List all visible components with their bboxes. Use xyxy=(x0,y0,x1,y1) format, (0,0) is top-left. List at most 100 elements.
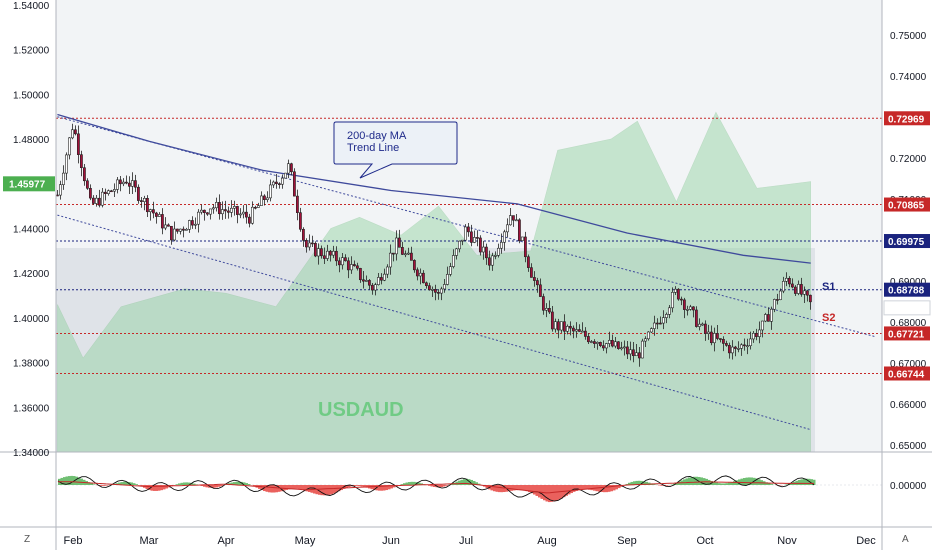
candle-body-23 xyxy=(125,182,127,183)
osc-bar xyxy=(431,485,434,486)
candle-body-201 xyxy=(659,323,661,324)
candle-body-105 xyxy=(371,285,373,290)
candle-body-238 xyxy=(770,309,772,321)
candle-body-100 xyxy=(356,266,358,268)
osc-bar xyxy=(533,485,536,495)
osc-bar xyxy=(311,485,314,493)
osc-bar xyxy=(331,485,334,494)
candle-body-168 xyxy=(560,322,562,330)
candle-body-47 xyxy=(197,212,199,224)
candle-body-202 xyxy=(662,318,664,323)
candle-body-89 xyxy=(323,256,325,259)
x-tick-Apr: Apr xyxy=(217,535,234,547)
candle-body-173 xyxy=(575,330,577,331)
candle-body-159 xyxy=(533,277,535,280)
candle-body-215 xyxy=(701,324,703,325)
candle-body-78 xyxy=(290,164,292,172)
candle-body-68 xyxy=(260,196,262,206)
osc-bar xyxy=(71,476,74,485)
candle-body-125 xyxy=(431,289,433,290)
candle-body-207 xyxy=(677,289,679,299)
osc-bar xyxy=(511,485,514,491)
osc-bar xyxy=(301,485,304,490)
candle-body-35 xyxy=(161,214,163,228)
corner-right-label[interactable]: A xyxy=(902,534,909,545)
osc-bar xyxy=(411,482,414,485)
candle-body-65 xyxy=(251,207,253,223)
candle-body-220 xyxy=(716,333,718,338)
candle-body-3 xyxy=(65,155,67,173)
osc-bar xyxy=(408,482,411,485)
candle-body-92 xyxy=(332,251,334,255)
candle-body-208 xyxy=(680,299,682,300)
candle-body-131 xyxy=(449,267,451,275)
candle-body-156 xyxy=(524,237,526,257)
candle-body-18 xyxy=(110,191,112,192)
osc-bar xyxy=(496,485,499,492)
osc-bar xyxy=(76,477,79,485)
candle-body-241 xyxy=(779,291,781,300)
candle-body-171 xyxy=(569,326,571,328)
left-tick-10: 1.34000 xyxy=(13,448,50,459)
osc-bar xyxy=(133,483,136,485)
candle-body-193 xyxy=(635,353,637,356)
candle-body-242 xyxy=(782,281,784,291)
candle-body-178 xyxy=(590,342,592,343)
candle-body-166 xyxy=(554,322,556,329)
candle-body-175 xyxy=(581,331,583,332)
x-tick-Jul: Jul xyxy=(459,535,473,547)
x-tick-Feb: Feb xyxy=(64,535,83,547)
candle-body-143 xyxy=(485,247,487,258)
candle-body-223 xyxy=(725,343,727,345)
candle-body-190 xyxy=(626,347,628,354)
osc-bar xyxy=(443,485,446,487)
candle-body-133 xyxy=(455,249,457,256)
candle-body-106 xyxy=(374,285,376,290)
right-tick-9: 0.66000 xyxy=(890,400,927,411)
osc-bar xyxy=(296,485,299,489)
candle-body-1 xyxy=(59,185,61,195)
osc-bar xyxy=(333,485,336,493)
osc-bar xyxy=(701,477,704,485)
candle-body-200 xyxy=(656,323,658,324)
candle-body-104 xyxy=(368,280,370,285)
candle-body-181 xyxy=(599,342,601,345)
osc-bar xyxy=(688,478,691,485)
candle-body-165 xyxy=(551,312,553,329)
candle-body-45 xyxy=(191,220,193,225)
candle-body-98 xyxy=(350,264,352,269)
right-level-tag-text-1: 0.70865 xyxy=(888,201,925,212)
candle-body-212 xyxy=(692,307,694,310)
osc-bar xyxy=(298,485,301,489)
candle-body-146 xyxy=(494,255,496,256)
osc-bar xyxy=(721,483,724,485)
osc-bar xyxy=(746,478,749,485)
candle-body-222 xyxy=(722,339,724,343)
candle-body-151 xyxy=(509,216,511,225)
osc-bar xyxy=(406,483,409,485)
annotation-text-1: Trend Line xyxy=(347,142,399,154)
candle-body-103 xyxy=(365,280,367,281)
x-tick-Oct: Oct xyxy=(696,535,713,547)
osc-bar xyxy=(81,479,84,485)
candle-body-25 xyxy=(131,181,133,187)
candle-body-26 xyxy=(134,181,136,188)
candle-body-216 xyxy=(704,324,706,334)
candle-body-209 xyxy=(683,300,685,310)
candle-body-73 xyxy=(275,182,277,184)
candle-body-204 xyxy=(668,308,670,315)
watermark: USDAUD xyxy=(318,399,404,421)
candle-body-176 xyxy=(584,331,586,336)
osc-bar xyxy=(733,481,736,485)
right-tick-0: 0.75000 xyxy=(890,31,927,42)
osc-bar xyxy=(293,485,296,489)
candle-body-72 xyxy=(272,182,274,185)
osc-bar xyxy=(181,483,184,485)
candle-body-0 xyxy=(56,195,58,196)
osc-bar xyxy=(538,485,541,497)
candle-body-211 xyxy=(689,307,691,309)
candle-body-118 xyxy=(410,253,412,260)
corner-left-label[interactable]: Z xyxy=(24,534,30,545)
candle-body-29 xyxy=(143,198,145,201)
